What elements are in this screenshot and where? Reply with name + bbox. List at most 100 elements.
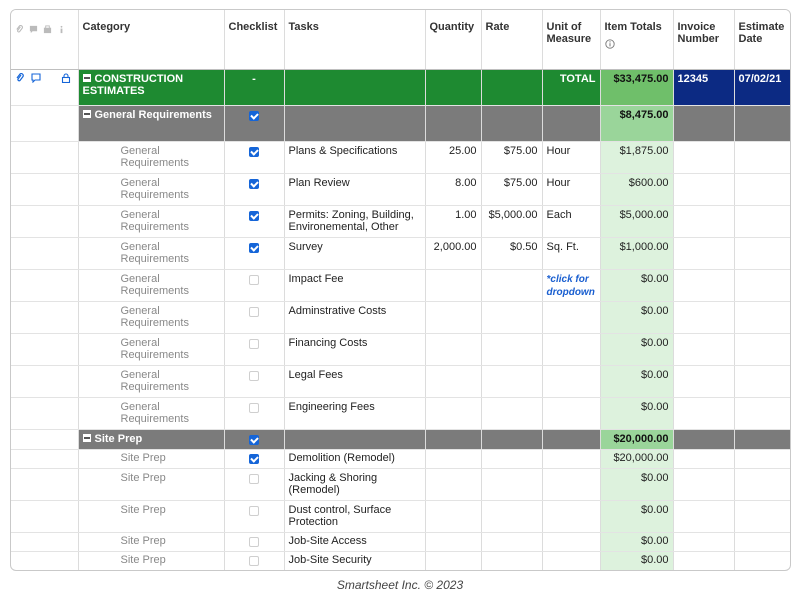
checkbox-checked-icon[interactable] — [249, 434, 259, 445]
item-total-cell[interactable]: $0.00 — [600, 269, 674, 302]
collapse-icon[interactable] — [82, 74, 91, 82]
rate-cell[interactable] — [481, 365, 543, 398]
task-cell[interactable]: Job-Site Security — [284, 551, 426, 570]
task-cell[interactable]: Financing Costs — [284, 333, 426, 366]
rate-cell[interactable]: $5,000.00 — [481, 205, 543, 238]
table-row[interactable]: General Requirements Legal Fees $0.00 — [11, 365, 790, 398]
group-item-total[interactable]: $20,000.00 — [600, 429, 674, 450]
table-row[interactable]: Site Prep Demolition (Remodel) $20,000.00 — [11, 449, 790, 469]
uom-cell[interactable] — [542, 365, 601, 398]
attachment-icon[interactable] — [15, 73, 25, 83]
group-quantity[interactable] — [425, 429, 482, 450]
column-header-rate[interactable]: Rate — [481, 10, 543, 70]
checklist-cell[interactable] — [224, 397, 285, 430]
invoice-cell[interactable] — [673, 173, 735, 206]
group-rate[interactable] — [481, 105, 543, 142]
invoice-cell[interactable] — [673, 551, 735, 570]
checklist-cell[interactable] — [224, 365, 285, 398]
task-cell[interactable]: Plans & Specifications — [284, 141, 426, 174]
estimate-date-cell[interactable] — [734, 551, 790, 570]
collapse-icon[interactable] — [82, 434, 91, 442]
checklist-cell[interactable] — [224, 269, 285, 302]
group-row[interactable]: Site Prep $20,000.00 — [11, 429, 790, 450]
checklist-cell[interactable] — [224, 551, 285, 570]
rate-cell[interactable]: $0.50 — [481, 237, 543, 270]
invoice-cell[interactable] — [673, 397, 735, 430]
category-cell[interactable]: General Requirements — [78, 301, 225, 334]
group-tasks[interactable] — [284, 105, 426, 142]
checkbox-checked-icon[interactable] — [249, 453, 259, 464]
quantity-cell[interactable]: 2,000.00 — [425, 237, 482, 270]
invoice-cell[interactable] — [673, 532, 735, 552]
item-total-cell[interactable]: $0.00 — [600, 468, 674, 501]
item-total-cell[interactable]: $0.00 — [600, 301, 674, 334]
estimate-date-cell[interactable] — [734, 397, 790, 430]
summary-row[interactable]: CONSTRUCTION ESTIMATES - TOTAL $33,475.0… — [11, 69, 790, 106]
checklist-cell[interactable] — [224, 468, 285, 501]
attachment-icon[interactable] — [15, 24, 24, 34]
item-total-cell[interactable]: $5,000.00 — [600, 205, 674, 238]
estimate-date-cell[interactable] — [734, 301, 790, 334]
item-total-cell[interactable]: $1,875.00 — [600, 141, 674, 174]
uom-cell[interactable] — [542, 301, 601, 334]
quantity-cell[interactable] — [425, 333, 482, 366]
estimate-date-cell[interactable] — [734, 500, 790, 533]
category-cell[interactable]: General Requirements — [78, 333, 225, 366]
table-row[interactable]: Site Prep Dumpster & Removal $0.00 — [11, 571, 790, 572]
summary-category[interactable]: CONSTRUCTION ESTIMATES — [78, 69, 225, 106]
collapse-icon[interactable] — [82, 110, 91, 118]
checkbox-unchecked-icon[interactable] — [249, 505, 259, 516]
table-row[interactable]: General Requirements Engineering Fees $0.0… — [11, 397, 790, 430]
group-invoice[interactable] — [673, 429, 735, 450]
checklist-cell[interactable] — [224, 205, 285, 238]
category-cell[interactable]: General Requirements — [78, 173, 225, 206]
summary-rate[interactable] — [481, 69, 543, 106]
quantity-cell[interactable]: 8.00 — [425, 173, 482, 206]
rate-cell[interactable] — [481, 397, 543, 430]
uom-cell[interactable]: Sq. Ft. — [542, 237, 601, 270]
group-item-total[interactable]: $8,475.00 — [600, 105, 674, 142]
summary-checklist[interactable]: - — [224, 69, 285, 106]
item-total-cell[interactable]: $0.00 — [600, 365, 674, 398]
category-cell[interactable]: Site Prep — [78, 500, 225, 533]
invoice-cell[interactable] — [673, 571, 734, 572]
category-cell[interactable]: General Requirements — [78, 397, 225, 430]
column-header-checklist[interactable]: Checklist — [224, 10, 285, 70]
uom-cell[interactable] — [542, 333, 601, 366]
quantity-cell[interactable] — [425, 500, 482, 533]
checkbox-checked-icon[interactable] — [249, 242, 259, 253]
task-cell[interactable]: Engineering Fees — [284, 397, 426, 430]
group-checklist[interactable] — [224, 429, 285, 450]
checkbox-unchecked-icon[interactable] — [249, 473, 259, 484]
group-rate[interactable] — [481, 429, 543, 450]
table-row[interactable]: General Requirements Survey 2,000.00 $0.50 S… — [11, 237, 790, 270]
rate-cell[interactable] — [481, 269, 543, 302]
invoice-cell[interactable] — [673, 301, 735, 334]
checklist-cell[interactable] — [224, 237, 285, 270]
checkbox-checked-icon[interactable] — [249, 210, 259, 221]
rate-cell[interactable] — [481, 571, 542, 572]
task-cell[interactable]: Adminstrative Costs — [284, 301, 426, 334]
table-row[interactable]: General Requirements Adminstrative Costs $… — [11, 301, 790, 334]
uom-cell[interactable] — [542, 397, 601, 430]
column-header-estimate-date[interactable]: Estimate Date — [734, 10, 790, 70]
item-total-cell[interactable]: $0.00 — [600, 571, 673, 572]
estimate-date-cell[interactable] — [734, 141, 790, 174]
table-row[interactable]: General Requirements Impact Fee *click for… — [11, 269, 790, 302]
item-total-cell[interactable]: $600.00 — [600, 173, 674, 206]
rate-cell[interactable] — [481, 301, 543, 334]
group-row[interactable]: General Requirements $8,475.00 — [11, 105, 790, 142]
summary-item-total[interactable]: $33,475.00 — [600, 69, 674, 106]
task-cell[interactable]: Impact Fee — [284, 269, 426, 302]
column-header-invoice-number[interactable]: Invoice Number — [673, 10, 735, 70]
table-row[interactable]: General Requirements Plans & Specificatio… — [11, 141, 790, 174]
estimate-date-cell[interactable] — [734, 449, 790, 469]
checklist-cell[interactable] — [224, 571, 284, 572]
checklist-cell[interactable] — [224, 141, 285, 174]
task-cell[interactable]: Permits: Zoning, Building, Environementa… — [284, 205, 426, 238]
uom-cell[interactable]: Hour — [542, 173, 601, 206]
dropdown-hint-link[interactable]: *click for dropdown — [546, 274, 595, 298]
quantity-cell[interactable] — [425, 269, 482, 302]
quantity-cell[interactable] — [425, 301, 482, 334]
comment-icon[interactable] — [29, 25, 38, 34]
